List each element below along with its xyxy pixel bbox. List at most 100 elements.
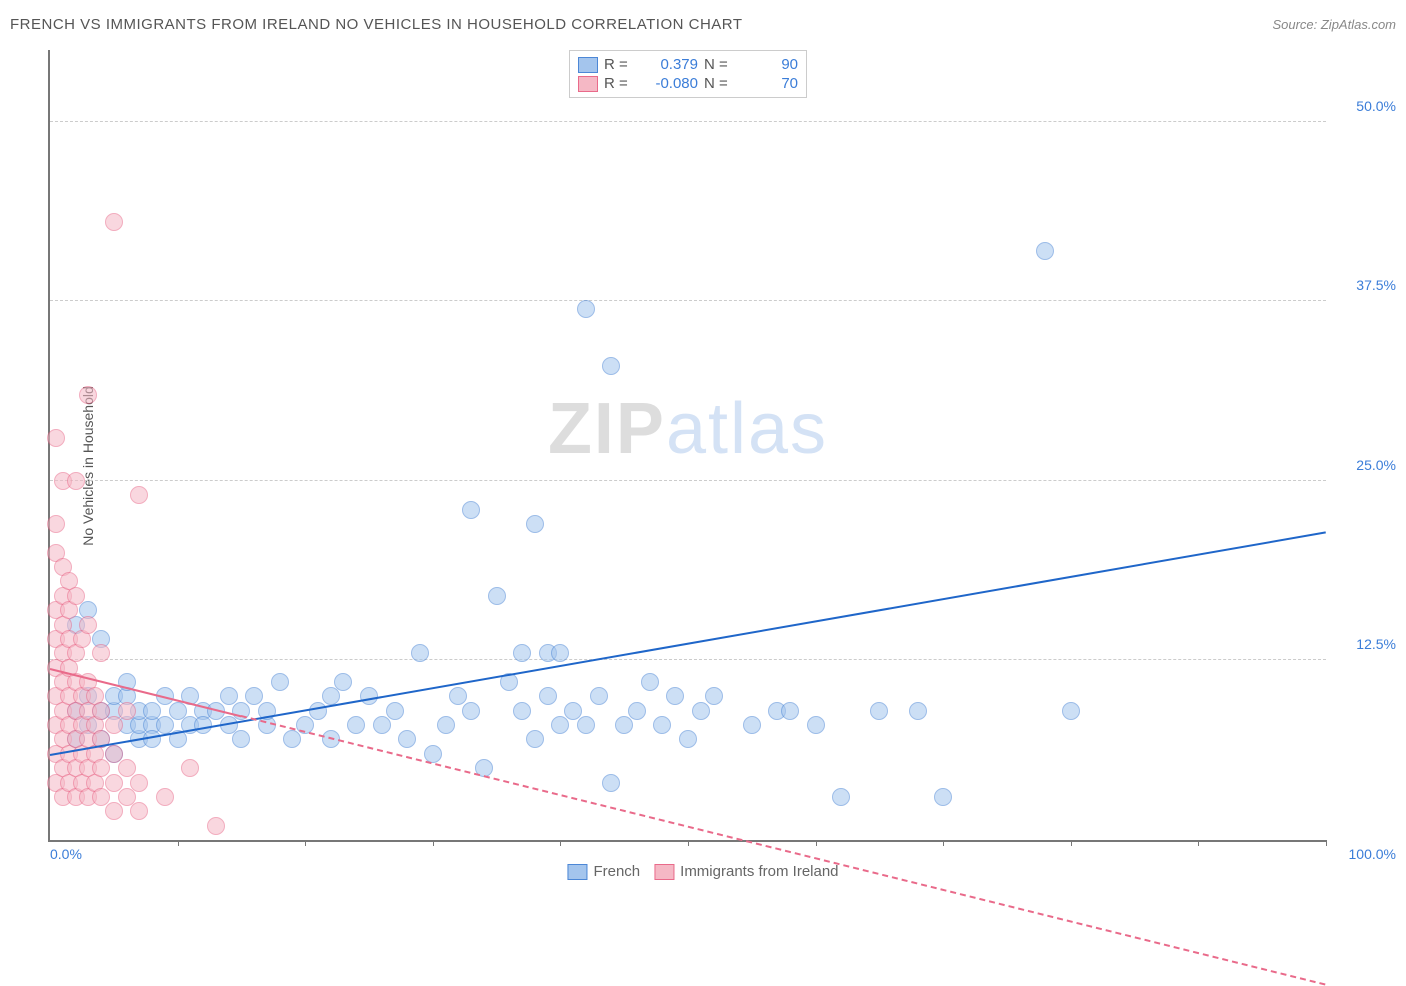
legend-r-label: R =	[604, 56, 638, 73]
legend-n-value: 90	[744, 56, 798, 73]
x-tick-mark	[1326, 840, 1327, 846]
gridline	[50, 300, 1326, 301]
y-tick-label: 37.5%	[1336, 277, 1396, 293]
legend-row: R = 0.379 N = 90	[578, 55, 798, 74]
legend-row: R = -0.080 N = 70	[578, 74, 798, 93]
legend-swatch	[578, 57, 598, 73]
data-point	[551, 644, 569, 662]
data-point	[577, 716, 595, 734]
watermark-zip: ZIP	[548, 389, 666, 469]
data-point	[807, 716, 825, 734]
data-point	[934, 788, 952, 806]
x-tick-mark	[305, 840, 306, 846]
data-point	[551, 716, 569, 734]
data-point	[1062, 702, 1080, 720]
legend-series-name: Immigrants from Ireland	[680, 863, 838, 880]
legend-r-value: 0.379	[644, 56, 698, 73]
data-point	[130, 802, 148, 820]
chart-title: FRENCH VS IMMIGRANTS FROM IRELAND NO VEH…	[10, 16, 743, 33]
data-point	[232, 730, 250, 748]
data-point	[79, 386, 97, 404]
data-point	[462, 702, 480, 720]
chart-container: No Vehicles in Household ZIPatlas R =0.3…	[0, 40, 1406, 892]
gridline	[50, 659, 1326, 660]
data-point	[743, 716, 761, 734]
data-point	[105, 716, 123, 734]
data-point	[602, 357, 620, 375]
data-point	[513, 702, 531, 720]
data-point	[615, 716, 633, 734]
data-point	[92, 644, 110, 662]
gridline	[50, 480, 1326, 481]
data-point	[118, 702, 136, 720]
x-axis-min-label: 0.0%	[50, 846, 82, 862]
legend-swatch	[567, 864, 587, 880]
data-point	[705, 687, 723, 705]
data-point	[641, 673, 659, 691]
data-point	[832, 788, 850, 806]
data-point	[1036, 242, 1054, 260]
data-point	[488, 587, 506, 605]
data-point	[602, 774, 620, 792]
data-point	[67, 472, 85, 490]
y-tick-label: 12.5%	[1336, 636, 1396, 652]
data-point	[105, 213, 123, 231]
trend-line	[50, 531, 1326, 756]
x-tick-mark	[1198, 840, 1199, 846]
plot-area: ZIPatlas R =0.379N =90R =-0.080N =70 0.0…	[48, 50, 1326, 842]
data-point	[590, 687, 608, 705]
data-point	[526, 730, 544, 748]
data-point	[373, 716, 391, 734]
data-point	[653, 716, 671, 734]
data-point	[105, 802, 123, 820]
data-point	[462, 501, 480, 519]
data-point	[666, 687, 684, 705]
data-point	[143, 730, 161, 748]
legend-item: Immigrants from Ireland	[654, 863, 838, 880]
series-legend: French Immigrants from Ireland	[567, 863, 838, 880]
data-point	[181, 759, 199, 777]
x-tick-mark	[433, 840, 434, 846]
x-axis-max-label: 100.0%	[1349, 846, 1396, 862]
legend-r-label: R =	[604, 75, 638, 92]
data-point	[577, 300, 595, 318]
data-point	[909, 702, 927, 720]
data-point	[271, 673, 289, 691]
data-point	[513, 644, 531, 662]
gridline	[50, 121, 1326, 122]
x-tick-mark	[1071, 840, 1072, 846]
data-point	[398, 730, 416, 748]
y-tick-label: 25.0%	[1336, 457, 1396, 473]
data-point	[347, 716, 365, 734]
data-point	[679, 730, 697, 748]
legend-n-label: N =	[704, 75, 738, 92]
y-tick-label: 50.0%	[1336, 98, 1396, 114]
data-point	[322, 687, 340, 705]
data-point	[334, 673, 352, 691]
legend-series-name: French	[593, 863, 640, 880]
legend-swatch	[654, 864, 674, 880]
data-point	[411, 644, 429, 662]
x-tick-mark	[816, 840, 817, 846]
legend-item: French	[567, 863, 640, 880]
data-point	[207, 817, 225, 835]
legend-n-label: N =	[704, 56, 738, 73]
data-point	[47, 429, 65, 447]
data-point	[437, 716, 455, 734]
x-tick-mark	[178, 840, 179, 846]
data-point	[130, 774, 148, 792]
data-point	[130, 486, 148, 504]
legend-r-value: -0.080	[644, 75, 698, 92]
source-attribution: Source: ZipAtlas.com	[1272, 17, 1396, 32]
data-point	[47, 515, 65, 533]
x-tick-mark	[560, 840, 561, 846]
x-tick-mark	[943, 840, 944, 846]
data-point	[79, 616, 97, 634]
data-point	[386, 702, 404, 720]
data-point	[628, 702, 646, 720]
x-tick-mark	[688, 840, 689, 846]
legend-n-value: 70	[744, 75, 798, 92]
data-point	[539, 687, 557, 705]
data-point	[526, 515, 544, 533]
data-point	[283, 730, 301, 748]
